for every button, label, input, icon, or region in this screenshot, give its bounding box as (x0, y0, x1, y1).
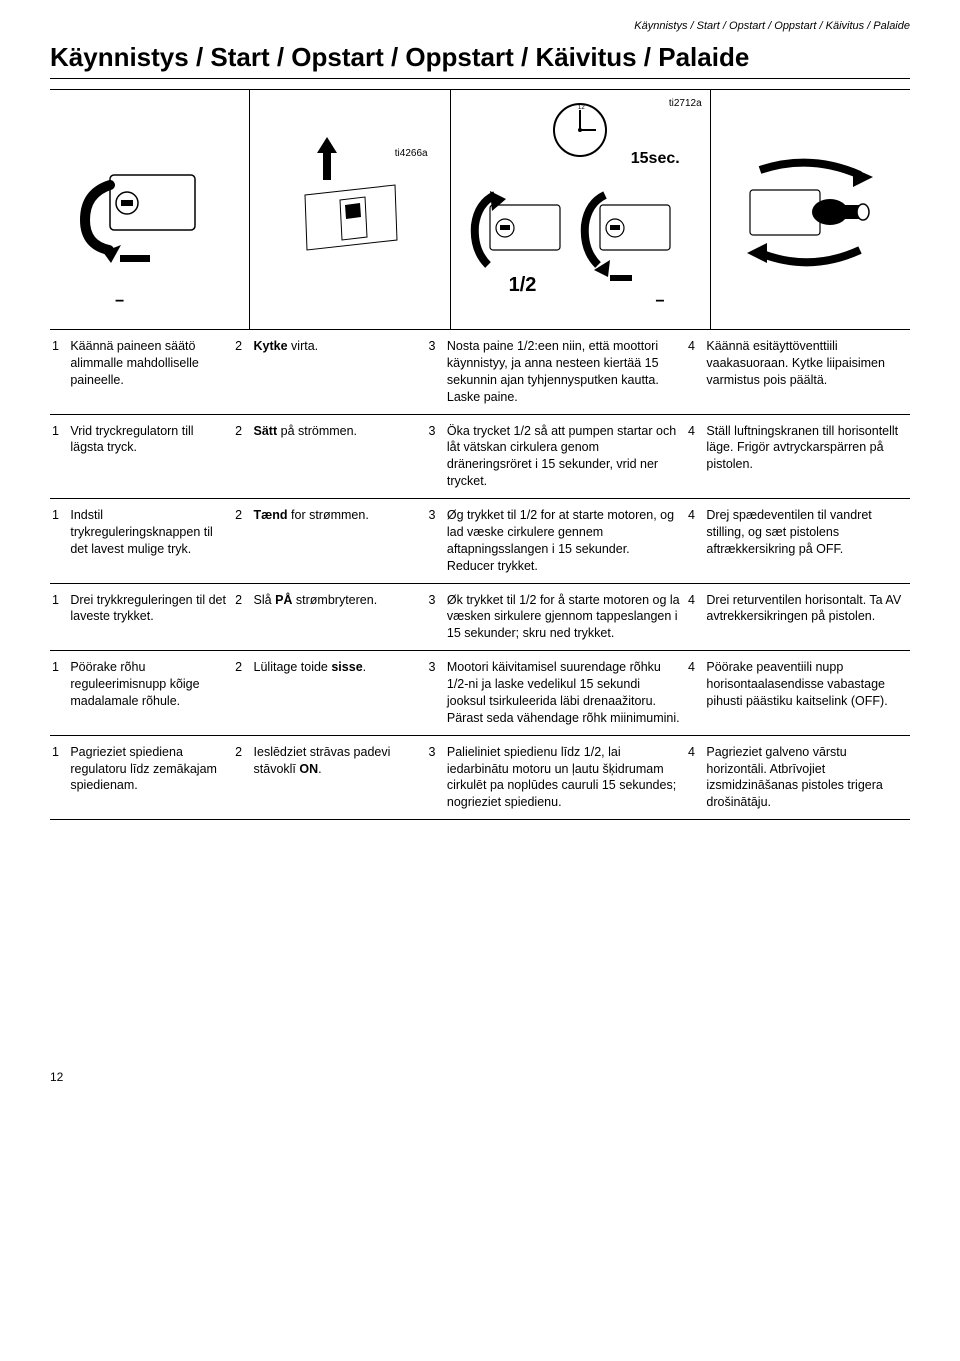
step-text: Käännä esitäyttöventtiili vaakasuoraan. … (706, 330, 910, 415)
table-row: 1Drei trykkreguleringen til det laveste … (50, 583, 910, 651)
step-number: 4 (686, 583, 706, 651)
step-number: 3 (427, 583, 447, 651)
step-number: 3 (427, 330, 447, 415)
step-number: 2 (233, 330, 253, 415)
step-number: 4 (686, 414, 706, 499)
instruction-table: 1Käännä paineen säätö alimmalle mahdolli… (50, 329, 910, 820)
step-text: Öka trycket 1/2 så att pumpen startar oc… (447, 414, 686, 499)
step-number: 1 (50, 651, 70, 736)
step-number: 2 (233, 651, 253, 736)
step-text: Øk trykket til 1/2 for å starte motoren … (447, 583, 686, 651)
step-text: Pöörake rõhu reguleerimisnupp kõige mada… (70, 651, 233, 736)
step-text: Käännä paineen säätö alimmalle mahdollis… (70, 330, 233, 415)
step-text: Slå PÅ strømbryteren. (254, 583, 427, 651)
step-number: 3 (427, 651, 447, 736)
fig-tag-left: ti4266a (395, 148, 428, 159)
step-number: 4 (686, 735, 706, 820)
step-number: 2 (233, 499, 253, 584)
page-title: Käynnistys / Start / Opstart / Oppstart … (50, 42, 910, 79)
minus-left-label: − (115, 293, 124, 311)
dial-low-icon (65, 135, 235, 285)
step-number: 2 (233, 735, 253, 820)
figure-power-on: ti4266a (250, 90, 450, 329)
step-number: 2 (233, 583, 253, 651)
table-row: 1Pagrieziet spiediena regulatoru līdz ze… (50, 735, 910, 820)
step-text: Tænd for strømmen. (254, 499, 427, 584)
step-text: Drei trykkreguleringen til det laveste t… (70, 583, 233, 651)
fraction-label: 1/2 (509, 274, 537, 297)
step-number: 3 (427, 414, 447, 499)
step-text: Ieslēdziet strāvas padevi stāvoklī ON. (254, 735, 427, 820)
step-text: Pagrieziet galveno vārstu horizontāli. A… (706, 735, 910, 820)
figure-dial-low: − (50, 90, 250, 329)
timer-dials-icon: 12 (470, 95, 690, 325)
step-text: Mootori käivitamisel suurendage rõhku 1/… (447, 651, 686, 736)
step-number: 1 (50, 414, 70, 499)
step-text: Pagrieziet spiediena regulatoru līdz zem… (70, 735, 233, 820)
step-text: Øg trykket til 1/2 for at starte motoren… (447, 499, 686, 584)
step-text: Drei returventilen horisontalt. Ta AV av… (706, 583, 910, 651)
step-text: Palieliniet spiedienu līdz 1/2, lai ieda… (447, 735, 686, 820)
step-number: 3 (427, 735, 447, 820)
page-number: 12 (50, 1070, 910, 1084)
figure-valve (711, 90, 910, 329)
step-number: 1 (50, 330, 70, 415)
step-text: Pöörake peaventiili nupp horisontaalasen… (706, 651, 910, 736)
step-text: Kytke virta. (254, 330, 427, 415)
step-number: 2 (233, 414, 253, 499)
step-number: 4 (686, 651, 706, 736)
step-text: Ställ luftningskranen till horisontellt … (706, 414, 910, 499)
valve-icon (725, 135, 895, 285)
step-number: 3 (427, 499, 447, 584)
minus-right-label: − (655, 293, 664, 311)
step-number: 4 (686, 499, 706, 584)
figure-timer-dials: 12 15sec. 1/2 − ti2712a (451, 90, 711, 329)
table-row: 1Käännä paineen säätö alimmalle mahdolli… (50, 330, 910, 415)
figure-row: − ti4266a 12 (50, 89, 910, 329)
svg-text:12: 12 (578, 105, 585, 111)
step-number: 4 (686, 330, 706, 415)
table-row: 1Vrid tryckregulatorn till lägsta tryck.… (50, 414, 910, 499)
step-number: 1 (50, 735, 70, 820)
step-number: 1 (50, 499, 70, 584)
step-text: Nosta paine 1/2:een niin, että moottori … (447, 330, 686, 415)
time-label: 15sec. (631, 150, 680, 168)
table-row: 1Indstil trykreguleringsknappen til det … (50, 499, 910, 584)
step-text: Lülitage toide sisse. (254, 651, 427, 736)
step-text: Indstil trykreguleringsknappen til det l… (70, 499, 233, 584)
step-text: Sätt på strömmen. (254, 414, 427, 499)
step-number: 1 (50, 583, 70, 651)
step-text: Vrid tryckregulatorn till lägsta tryck. (70, 414, 233, 499)
table-row: 1Pöörake rõhu reguleerimisnupp kõige mad… (50, 651, 910, 736)
fig-tag-right: ti2712a (669, 98, 702, 109)
running-head: Käynnistys / Start / Opstart / Oppstart … (50, 20, 910, 32)
step-text: Drej spædeventilen til vandret stilling,… (706, 499, 910, 584)
